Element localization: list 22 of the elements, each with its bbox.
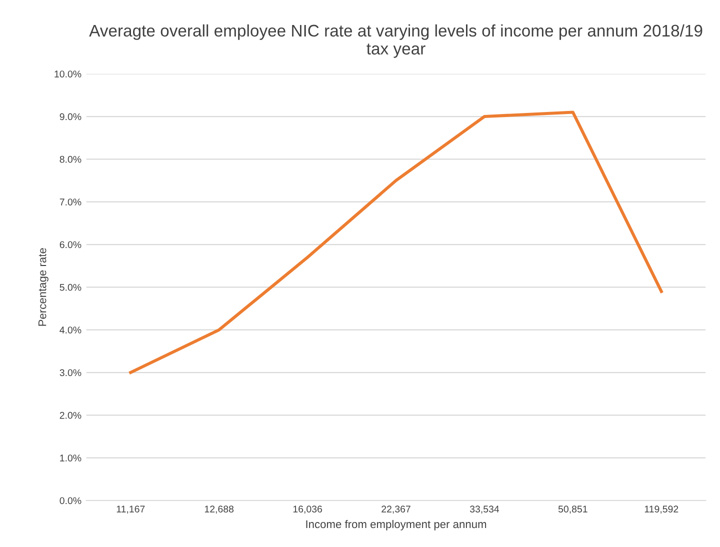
y-tick-label: 3.0%: [60, 369, 82, 376]
chart-title: Averagte overall employee NIC rate at varying levels of income per annum 2018/19 tax year: [89, 24, 702, 58]
y-tick-label: 0.0%: [60, 497, 82, 504]
y-tick-label: 10.0%: [54, 70, 82, 78]
y-tick-label: 4.0%: [60, 326, 82, 334]
y-tick-label: 5.0%: [60, 284, 82, 291]
y-tick-label: 1.0%: [60, 454, 82, 462]
y-tick-label: 8.0%: [60, 156, 82, 163]
y-axis-title: Percentage rate: [38, 248, 48, 326]
x-tick-label: 16,036: [293, 506, 322, 514]
x-axis-title: Income from employment per annum: [306, 520, 486, 530]
x-tick-label: 33,534: [470, 506, 500, 514]
y-tick-label: 7.0%: [60, 198, 82, 206]
y-tick-label: 6.0%: [60, 241, 82, 248]
x-tick-label: 11,167: [116, 506, 145, 514]
x-tick-label: 119,592: [644, 506, 678, 514]
x-tick-label: 22,367: [382, 506, 410, 514]
x-tick-label: 12,688: [204, 506, 234, 514]
line-series: [129, 110, 663, 374]
y-tick-label: 9.0%: [60, 113, 82, 120]
x-tick-label: 50,851: [558, 506, 588, 514]
y-tick-label: 2.0%: [60, 412, 82, 419]
